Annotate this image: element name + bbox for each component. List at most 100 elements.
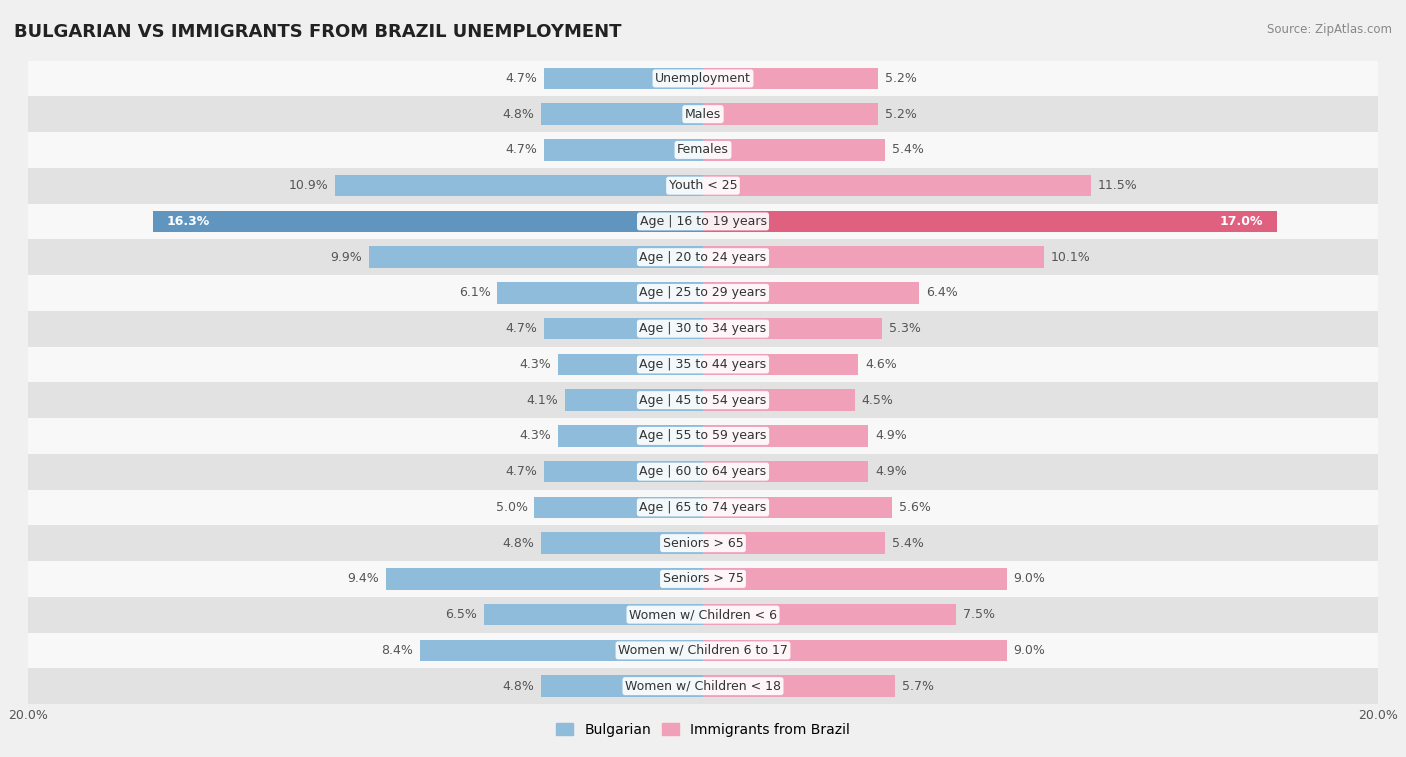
Text: 4.8%: 4.8% [502, 680, 534, 693]
Text: Unemployment: Unemployment [655, 72, 751, 85]
Text: 5.7%: 5.7% [903, 680, 934, 693]
Bar [703, 175, 1091, 196]
Bar [28, 597, 1378, 633]
Bar [703, 675, 896, 697]
Text: 5.4%: 5.4% [891, 143, 924, 157]
Bar [368, 247, 703, 268]
Text: Youth < 25: Youth < 25 [669, 179, 737, 192]
Bar [703, 461, 869, 482]
Text: Age | 30 to 34 years: Age | 30 to 34 years [640, 322, 766, 335]
Text: BULGARIAN VS IMMIGRANTS FROM BRAZIL UNEMPLOYMENT: BULGARIAN VS IMMIGRANTS FROM BRAZIL UNEM… [14, 23, 621, 41]
Text: 4.3%: 4.3% [519, 429, 551, 442]
Bar [28, 168, 1378, 204]
Text: Males: Males [685, 107, 721, 120]
Bar [565, 389, 703, 411]
Bar [28, 132, 1378, 168]
Text: 6.4%: 6.4% [925, 286, 957, 300]
Bar [544, 67, 703, 89]
Bar [28, 633, 1378, 668]
Bar [544, 318, 703, 339]
Bar [28, 490, 1378, 525]
Text: Source: ZipAtlas.com: Source: ZipAtlas.com [1267, 23, 1392, 36]
Bar [28, 668, 1378, 704]
Text: 4.8%: 4.8% [502, 107, 534, 120]
Text: 4.9%: 4.9% [875, 429, 907, 442]
Bar [703, 104, 879, 125]
Text: 6.5%: 6.5% [446, 608, 477, 621]
Bar [534, 497, 703, 518]
Bar [703, 247, 1043, 268]
Bar [541, 532, 703, 554]
Bar [335, 175, 703, 196]
Text: 9.4%: 9.4% [347, 572, 380, 585]
Bar [28, 61, 1378, 96]
Text: Age | 60 to 64 years: Age | 60 to 64 years [640, 465, 766, 478]
Text: Age | 45 to 54 years: Age | 45 to 54 years [640, 394, 766, 407]
Bar [484, 604, 703, 625]
Bar [541, 104, 703, 125]
Text: 4.1%: 4.1% [526, 394, 558, 407]
Text: 5.2%: 5.2% [886, 72, 917, 85]
Text: Women w/ Children < 18: Women w/ Children < 18 [626, 680, 780, 693]
Text: 9.0%: 9.0% [1014, 572, 1045, 585]
Text: Age | 20 to 24 years: Age | 20 to 24 years [640, 251, 766, 263]
Bar [28, 311, 1378, 347]
Text: Women w/ Children 6 to 17: Women w/ Children 6 to 17 [619, 644, 787, 657]
Text: 7.5%: 7.5% [963, 608, 995, 621]
Bar [703, 497, 891, 518]
Text: Seniors > 75: Seniors > 75 [662, 572, 744, 585]
Bar [544, 139, 703, 160]
Bar [28, 96, 1378, 132]
Bar [28, 204, 1378, 239]
Text: Seniors > 65: Seniors > 65 [662, 537, 744, 550]
Text: 5.4%: 5.4% [891, 537, 924, 550]
Text: 4.7%: 4.7% [506, 322, 537, 335]
Text: Females: Females [678, 143, 728, 157]
Bar [385, 569, 703, 590]
Bar [28, 239, 1378, 275]
Bar [28, 453, 1378, 490]
Text: 4.3%: 4.3% [519, 358, 551, 371]
Bar [28, 382, 1378, 418]
Text: 5.3%: 5.3% [889, 322, 921, 335]
Text: 8.4%: 8.4% [381, 644, 413, 657]
Bar [703, 210, 1277, 232]
Text: 4.9%: 4.9% [875, 465, 907, 478]
Bar [703, 67, 879, 89]
Text: Age | 16 to 19 years: Age | 16 to 19 years [640, 215, 766, 228]
Bar [703, 139, 886, 160]
Text: Women w/ Children < 6: Women w/ Children < 6 [628, 608, 778, 621]
Text: Age | 65 to 74 years: Age | 65 to 74 years [640, 501, 766, 514]
Bar [544, 461, 703, 482]
Bar [28, 525, 1378, 561]
Bar [153, 210, 703, 232]
Bar [419, 640, 703, 661]
Legend: Bulgarian, Immigrants from Brazil: Bulgarian, Immigrants from Brazil [551, 717, 855, 742]
Text: 4.7%: 4.7% [506, 143, 537, 157]
Bar [28, 275, 1378, 311]
Bar [703, 425, 869, 447]
Text: 11.5%: 11.5% [1098, 179, 1137, 192]
Bar [28, 561, 1378, 597]
Bar [703, 640, 1007, 661]
Text: 4.7%: 4.7% [506, 72, 537, 85]
Bar [703, 389, 855, 411]
Bar [703, 569, 1007, 590]
Text: 4.5%: 4.5% [862, 394, 893, 407]
Text: 4.8%: 4.8% [502, 537, 534, 550]
Text: 5.2%: 5.2% [886, 107, 917, 120]
Text: 16.3%: 16.3% [166, 215, 209, 228]
Bar [703, 532, 886, 554]
Bar [703, 318, 882, 339]
Text: 6.1%: 6.1% [458, 286, 491, 300]
Bar [703, 282, 920, 304]
Text: 10.9%: 10.9% [288, 179, 329, 192]
Bar [558, 354, 703, 375]
Text: 9.0%: 9.0% [1014, 644, 1045, 657]
Bar [541, 675, 703, 697]
Bar [28, 418, 1378, 453]
Text: 5.0%: 5.0% [495, 501, 527, 514]
Bar [703, 354, 858, 375]
Text: Age | 25 to 29 years: Age | 25 to 29 years [640, 286, 766, 300]
Bar [28, 347, 1378, 382]
